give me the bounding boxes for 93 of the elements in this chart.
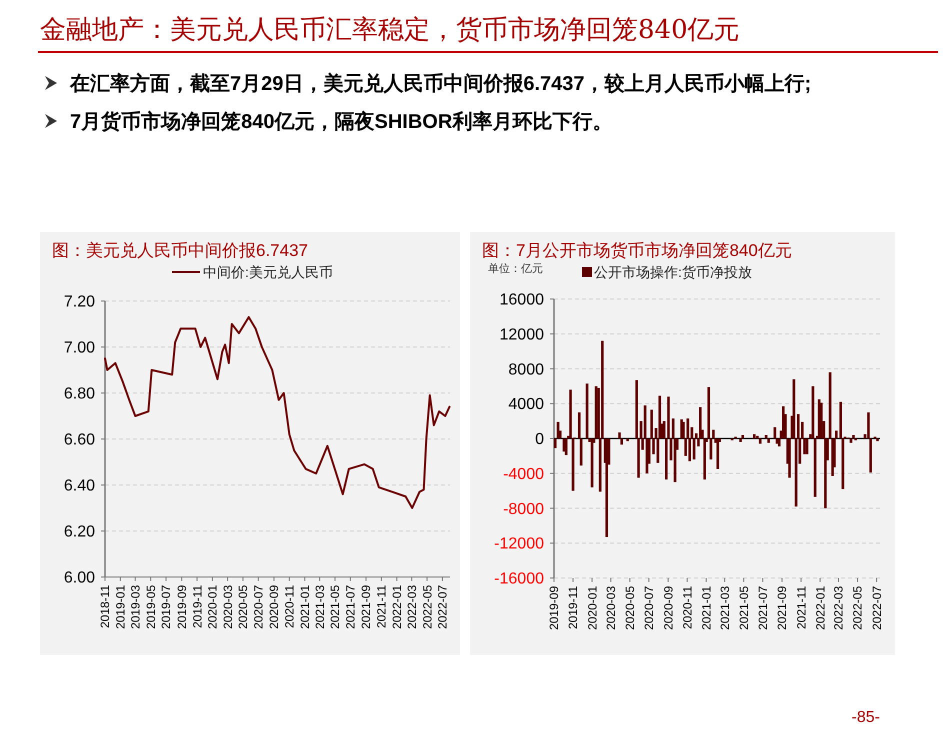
y-tick-label: 8000 [508, 361, 544, 378]
x-tick-label: 2019-11 [190, 584, 204, 628]
x-tick-label: 2021-01 [298, 584, 312, 630]
chart-title: 图：7月公开市场货币市场净回笼840亿元 [482, 241, 792, 260]
y-tick-label: 6.80 [64, 386, 96, 403]
bar [767, 438, 770, 443]
bar [820, 402, 823, 438]
x-tick-label: 2022-07 [436, 584, 450, 630]
x-tick-label: 2020-01 [206, 584, 220, 630]
bar [758, 438, 762, 444]
bar [626, 438, 629, 442]
x-tick-label: 2022-07 [870, 586, 884, 630]
x-tick-label: 2021-11 [794, 586, 808, 630]
x-tick-label: 2021-09 [775, 586, 790, 630]
text: 在汇率方面，截至7月29日，美元兑人民币中间价报6.7437，较上月人民币小幅上行; [69, 72, 812, 95]
bar [764, 435, 768, 438]
x-tick-label: 2019-03 [128, 584, 142, 630]
bar [792, 379, 796, 438]
bar [554, 438, 557, 448]
x-tick-label: 2019-07 [159, 584, 174, 630]
line-series [104, 316, 450, 509]
chart-title: 图：美元兑人民币中间价报6.7437 [52, 241, 308, 260]
x-tick-label: 2020-05 [236, 584, 250, 630]
bar [812, 386, 814, 438]
x-tick-label: 2020-01 [585, 586, 600, 630]
x-tick-label: 2020-05 [623, 586, 638, 630]
x-tick-label: 2021-03 [718, 586, 732, 630]
y-tick-label: 7.20 [64, 294, 96, 311]
bar [876, 438, 879, 442]
bar [562, 438, 566, 452]
y-tick-label: 4000 [508, 396, 544, 414]
bar [752, 434, 756, 438]
bar [564, 438, 568, 456]
x-tick-label: 2020-03 [220, 584, 235, 630]
y-tick-label: 0 [535, 431, 544, 448]
bar [741, 435, 744, 438]
bar [716, 438, 720, 470]
x-tick-label: 2022-05 [850, 586, 865, 630]
x-tick-label: 2021-01 [699, 586, 714, 630]
x-tick-label: 2019-09 [547, 586, 562, 630]
bar [806, 438, 808, 454]
x-tick-label: 2022-01 [813, 586, 828, 630]
x-tick-label: 2019-01 [114, 584, 128, 630]
x-tick-label: 2021-03 [312, 584, 327, 630]
x-tick-label: 2019-11 [566, 586, 580, 630]
x-tick-label: 2022-03 [404, 584, 419, 630]
text: -85- [852, 709, 880, 726]
bar [850, 438, 852, 443]
bar [739, 438, 742, 442]
x-tick-label: 2021-05 [328, 584, 342, 630]
bar [594, 386, 598, 438]
y-tick-label: 6.20 [64, 524, 96, 541]
text: 单位：亿元 [488, 262, 543, 275]
x-tick-label: 2018-11 [98, 584, 112, 628]
y-tick-label: 7.00 [64, 340, 96, 357]
x-tick-label: 2020-11 [282, 584, 297, 628]
bar [590, 438, 594, 488]
x-tick-label: 2021-07 [344, 584, 358, 630]
legend-label: 公开市场操作:货币净投放 [594, 264, 752, 280]
x-tick-label: 2020-03 [604, 586, 618, 630]
text: 金融地产：美元兑人民币汇率稳定，货币市场净回笼840亿元 [40, 15, 740, 45]
y-tick-label: 6.40 [64, 478, 96, 495]
y-tick-label: 6.60 [64, 432, 96, 449]
x-tick-label: 2020-09 [661, 586, 676, 630]
bar [712, 430, 715, 438]
x-tick-label: 2020-07 [252, 584, 266, 630]
y-tick-label: -12000 [494, 536, 544, 553]
x-tick-label: 2021-07 [756, 586, 770, 630]
x-tick-label: 2019-05 [144, 584, 158, 630]
y-tick-label: -16000 [494, 570, 544, 588]
bar [828, 372, 832, 438]
y-tick-label: 16000 [500, 292, 544, 309]
bar [814, 438, 816, 497]
x-tick-label: 2020-07 [642, 586, 656, 630]
x-tick-label: 2022-03 [832, 586, 846, 630]
x-tick-label: 2020-11 [680, 586, 694, 630]
x-tick-label: 2020-09 [267, 584, 282, 630]
bar [774, 427, 776, 438]
text: 7月货币市场净回笼840亿元，隔夜SHIBOR利率月环比下行。 [70, 110, 612, 133]
x-tick-label: 2021-09 [359, 584, 374, 630]
legend-label: 中间价:美元兑人民币 [203, 264, 333, 280]
y-tick-label: 6.00 [64, 570, 96, 587]
bar [756, 436, 759, 438]
y-tick-label: -4000 [503, 466, 544, 483]
x-tick-label: 2021-11 [374, 584, 389, 628]
bar [605, 438, 608, 538]
y-tick-label: -8000 [503, 500, 544, 518]
x-tick-label: 2022-05 [420, 584, 434, 630]
x-tick-label: 2021-05 [736, 586, 751, 630]
bar [586, 384, 588, 438]
x-tick-label: 2022-01 [390, 584, 404, 630]
x-tick-label: 2019-09 [174, 584, 189, 630]
y-tick-label: 12000 [500, 326, 544, 344]
